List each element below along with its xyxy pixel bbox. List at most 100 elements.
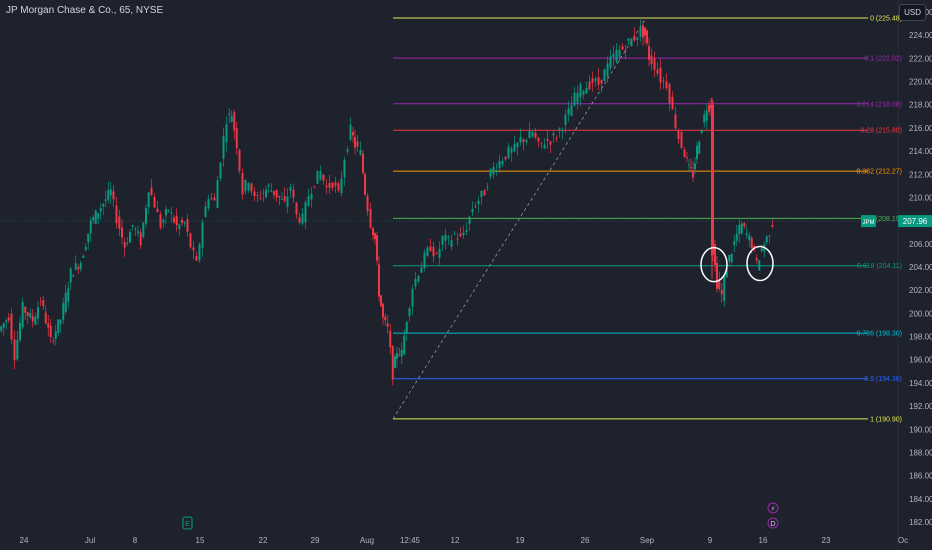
candle-body: [690, 167, 692, 169]
price-tick-label: 206.00: [909, 240, 932, 249]
candle-body: [414, 278, 417, 287]
candle-body: [435, 252, 438, 254]
candle-body: [0, 326, 3, 331]
candle-body: [104, 199, 107, 202]
candle-body: [356, 141, 359, 147]
candle-body: [189, 233, 192, 248]
currency-button[interactable]: USD: [899, 4, 926, 21]
candle-body: [760, 248, 763, 251]
candle-body: [216, 180, 219, 208]
candle-body: [270, 190, 273, 192]
candle-body: [247, 183, 250, 191]
time-tick-label: 29: [311, 536, 320, 545]
candle-body: [275, 189, 278, 198]
candle-body: [37, 307, 39, 319]
candle-body: [340, 178, 343, 194]
candle-body: [750, 238, 753, 249]
candle-body: [24, 307, 27, 313]
candle-body: [646, 30, 648, 44]
candle-body: [400, 349, 403, 357]
candle-body: [677, 130, 680, 140]
fib-retracement[interactable]: 0 (225.48) 0.1 (222.02) 0.214 (218.08) 0.28…: [393, 16, 902, 424]
candle-body: [441, 235, 444, 245]
candle-body: [591, 78, 594, 84]
candle-body: [644, 27, 646, 36]
candle-body: [7, 317, 10, 321]
candle-body: [642, 25, 644, 38]
earnings-icon: E: [185, 521, 190, 528]
candle-body: [552, 133, 555, 136]
price-tick-label: 192.00: [909, 402, 932, 411]
candle-body: [380, 295, 382, 307]
candle-body: [325, 185, 328, 188]
candle-body: [170, 212, 173, 214]
candle-body: [555, 137, 558, 139]
candle-body: [256, 195, 259, 197]
candle-body: [250, 183, 253, 192]
candle-body: [54, 331, 57, 339]
price-tag-value: 207.96: [903, 217, 928, 226]
symbol-title: JP Morgan Chase & Co., 65, NYSE: [6, 5, 164, 16]
candle-body: [576, 92, 579, 104]
price-tick-label: 212.00: [909, 170, 932, 179]
candle-body: [225, 124, 228, 143]
candle-body: [283, 195, 286, 201]
candle-body: [703, 114, 706, 123]
candle-body: [131, 225, 134, 227]
candle-body: [384, 316, 387, 321]
dividend-marker[interactable]: ⚡D: [767, 502, 779, 529]
candle-body: [129, 231, 131, 243]
candle-body: [534, 132, 537, 138]
candle-body: [331, 182, 334, 189]
price-tick-label: 188.00: [909, 448, 932, 457]
candle-body: [181, 219, 183, 223]
split-icon: ⚡: [771, 505, 776, 513]
candle-body: [109, 189, 112, 196]
price-tick-label: 198.00: [909, 333, 932, 342]
candle-body: [175, 215, 178, 226]
candle-body: [386, 323, 389, 327]
candle-body: [47, 322, 50, 328]
candle-body: [153, 196, 156, 208]
candle-body: [495, 170, 498, 172]
candle-body: [262, 193, 265, 195]
candle-body: [366, 195, 369, 212]
fib-level-label: 0.28 (215.80): [860, 128, 902, 135]
candle-body: [115, 205, 118, 224]
candle-body: [364, 174, 366, 195]
candle-body: [74, 263, 77, 270]
earnings-marker[interactable]: E: [182, 516, 193, 530]
price-tick-label: 216.00: [909, 124, 932, 133]
fib-level-label: 0.618 (204.11): [857, 263, 902, 270]
time-tick-label: Aug: [360, 536, 374, 545]
time-tick-label: 12: [451, 536, 460, 545]
candle-body: [597, 77, 600, 85]
candle-body: [696, 145, 698, 160]
candle-body: [720, 290, 723, 295]
candle-body: [564, 114, 567, 125]
candle-body: [510, 148, 513, 153]
candle-body: [698, 141, 701, 154]
candle-body: [244, 180, 247, 192]
fib-level-label: 0.382 (212.27): [856, 169, 902, 176]
candle-body: [585, 88, 588, 94]
candle-body: [755, 258, 758, 261]
candle-body: [49, 325, 52, 338]
annotation-circle[interactable]: [700, 246, 728, 283]
candle-body: [438, 248, 441, 258]
candle-body: [213, 197, 216, 201]
price-tick-label: 186.00: [909, 472, 932, 481]
candle-body: [84, 246, 87, 251]
annotation-circle[interactable]: [746, 245, 774, 282]
candle-body: [513, 144, 516, 152]
candle-body: [235, 127, 238, 149]
candle-body: [468, 216, 471, 225]
candle-body: [13, 339, 16, 361]
candle-body: [507, 146, 510, 158]
candle-body: [633, 36, 636, 41]
time-tick-label: 16: [759, 536, 768, 545]
price-tick-label: 224.00: [909, 31, 932, 40]
candle-body: [561, 130, 564, 132]
candle-body: [579, 84, 582, 98]
